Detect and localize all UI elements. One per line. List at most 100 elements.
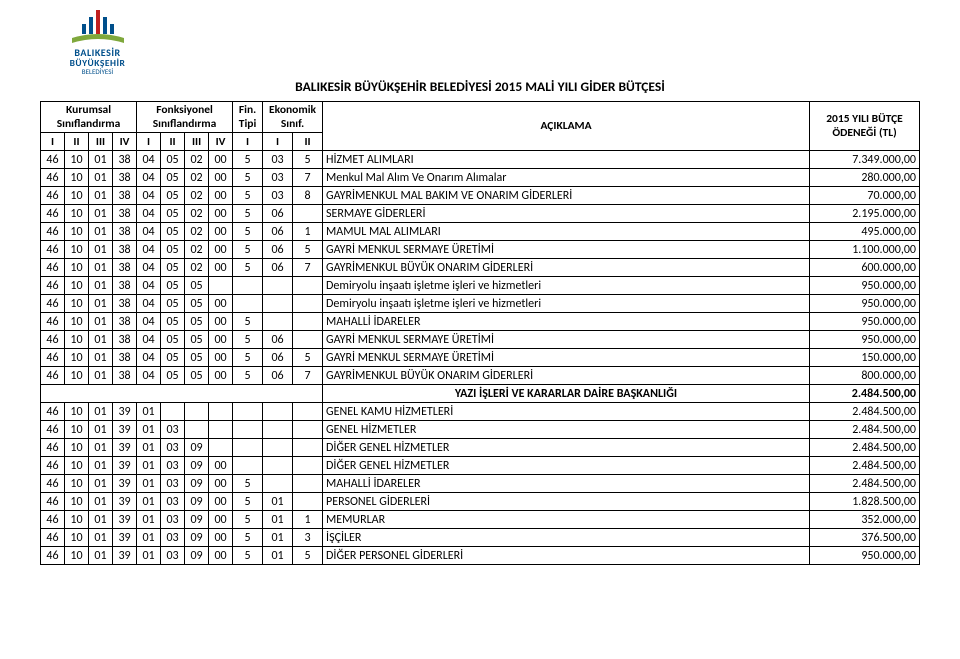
code-cell: 06 xyxy=(263,241,293,259)
desc-cell: GAYRİ MENKUL SERMAYE ÜRETİMİ xyxy=(323,331,810,349)
code-cell: 00 xyxy=(209,223,233,241)
amount-cell: 1.828.500,00 xyxy=(810,493,920,511)
table-row: 4610013901GENEL KAMU HİZMETLERİ2.484.500… xyxy=(41,403,920,421)
code-cell: 10 xyxy=(65,475,89,493)
table-row: 46100139010309005MAHALLİ İDARELER2.484.5… xyxy=(41,475,920,493)
code-cell: 46 xyxy=(41,151,65,169)
code-cell: 38 xyxy=(113,349,137,367)
code-cell: 8 xyxy=(293,187,323,205)
desc-cell: MAHALLİ İDARELER xyxy=(323,313,810,331)
code-cell: 05 xyxy=(161,187,185,205)
amount-cell: 2.484.500,00 xyxy=(810,421,920,439)
table-row: 46100138040502005037Menkul Mal Alım Ve O… xyxy=(41,169,920,187)
code-cell: 00 xyxy=(209,367,233,385)
code-cell: 03 xyxy=(263,169,293,187)
code-cell: 01 xyxy=(137,403,161,421)
table-row: 46100138040502005038GAYRİMENKUL MAL BAKI… xyxy=(41,187,920,205)
code-cell: 46 xyxy=(41,457,65,475)
code-cell: 09 xyxy=(185,475,209,493)
code-cell xyxy=(263,457,293,475)
table-row: 46100138040502005067GAYRİMENKUL BÜYÜK ON… xyxy=(41,259,920,277)
desc-cell: SERMAYE GİDERLERİ xyxy=(323,205,810,223)
code-cell: 02 xyxy=(185,187,209,205)
table-row: 46100138040505005065GAYRİ MENKUL SERMAYE… xyxy=(41,349,920,367)
code-cell: 09 xyxy=(185,493,209,511)
code-cell: 46 xyxy=(41,367,65,385)
hdr-sub: IV xyxy=(209,133,233,151)
code-cell: 10 xyxy=(65,421,89,439)
desc-cell: MAMUL MAL ALIMLARI xyxy=(323,223,810,241)
code-cell: 05 xyxy=(185,277,209,295)
code-cell: 5 xyxy=(293,349,323,367)
code-cell: 01 xyxy=(89,457,113,475)
desc-cell: HİZMET ALIMLARI xyxy=(323,151,810,169)
code-cell: 10 xyxy=(65,241,89,259)
code-cell: 00 xyxy=(209,493,233,511)
desc-cell: Demiryolu inşaatı işletme işleri ve hizm… xyxy=(323,277,810,295)
code-cell: 39 xyxy=(113,457,137,475)
code-cell: 01 xyxy=(263,529,293,547)
code-cell: 01 xyxy=(137,457,161,475)
code-cell: 00 xyxy=(209,241,233,259)
table-row: 46100138040502005035HİZMET ALIMLARI7.349… xyxy=(41,151,920,169)
code-cell: 10 xyxy=(65,169,89,187)
code-cell: 06 xyxy=(263,259,293,277)
code-cell: 01 xyxy=(137,511,161,529)
code-cell: 5 xyxy=(233,313,263,331)
code-cell: 01 xyxy=(89,475,113,493)
code-cell: 02 xyxy=(185,205,209,223)
code-cell: 01 xyxy=(137,493,161,511)
code-cell: 05 xyxy=(161,151,185,169)
amount-cell: 950.000,00 xyxy=(810,295,920,313)
code-cell xyxy=(209,277,233,295)
code-cell: 05 xyxy=(161,331,185,349)
code-cell: 01 xyxy=(89,349,113,367)
code-cell: 38 xyxy=(113,367,137,385)
code-cell: 5 xyxy=(233,151,263,169)
code-cell: 5 xyxy=(293,241,323,259)
code-cell: 05 xyxy=(161,259,185,277)
code-cell xyxy=(293,295,323,313)
code-cell: 39 xyxy=(113,439,137,457)
code-cell xyxy=(293,403,323,421)
desc-cell: GENEL KAMU HİZMETLERİ xyxy=(323,403,810,421)
hdr-ekonomik: Ekonomik Sınıf. xyxy=(263,102,323,133)
code-cell xyxy=(209,403,233,421)
code-cell: 01 xyxy=(89,367,113,385)
code-cell: 04 xyxy=(137,223,161,241)
table-row: 46100139010309DİĞER GENEL HİZMETLER2.484… xyxy=(41,439,920,457)
code-cell: 38 xyxy=(113,223,137,241)
code-cell: 00 xyxy=(209,529,233,547)
hdr-sub: II xyxy=(293,133,323,151)
code-cell: 01 xyxy=(89,511,113,529)
hdr-sub: I xyxy=(41,133,65,151)
code-cell: 01 xyxy=(89,259,113,277)
code-cell: 05 xyxy=(185,367,209,385)
amount-cell: 950.000,00 xyxy=(810,331,920,349)
desc-cell: Demiryolu inşaatı işletme işleri ve hizm… xyxy=(323,295,810,313)
code-cell: 04 xyxy=(137,205,161,223)
amount-cell: 2.484.500,00 xyxy=(810,439,920,457)
code-cell: 46 xyxy=(41,205,65,223)
code-cell: 04 xyxy=(137,169,161,187)
code-cell: 09 xyxy=(185,439,209,457)
code-cell: 01 xyxy=(89,241,113,259)
table-row: 46100139010309005011MEMURLAR352.000,00 xyxy=(41,511,920,529)
desc-cell: GAYRİ MENKUL SERMAYE ÜRETİMİ xyxy=(323,349,810,367)
code-cell: 39 xyxy=(113,421,137,439)
code-cell xyxy=(263,277,293,295)
code-cell: 01 xyxy=(89,547,113,565)
amount-cell: 2.484.500,00 xyxy=(810,403,920,421)
code-cell: 46 xyxy=(41,349,65,367)
hdr-aciklama: AÇIKLAMA xyxy=(323,102,810,151)
code-cell: 5 xyxy=(293,151,323,169)
code-cell: 46 xyxy=(41,295,65,313)
logo-icon xyxy=(68,10,128,46)
desc-cell: İŞÇİLER xyxy=(323,529,810,547)
table-row: 4610013901030900501PERSONEL GİDERLERİ1.8… xyxy=(41,493,920,511)
table-head: Kurumsal Sınıflandırma Fonksiyonel Sınıf… xyxy=(41,102,920,151)
code-cell: 05 xyxy=(161,313,185,331)
code-cell: 04 xyxy=(137,295,161,313)
code-cell: 10 xyxy=(65,223,89,241)
table-row: YAZI İŞLERİ VE KARARLAR DAİRE BAŞKANLIĞI… xyxy=(41,385,920,403)
